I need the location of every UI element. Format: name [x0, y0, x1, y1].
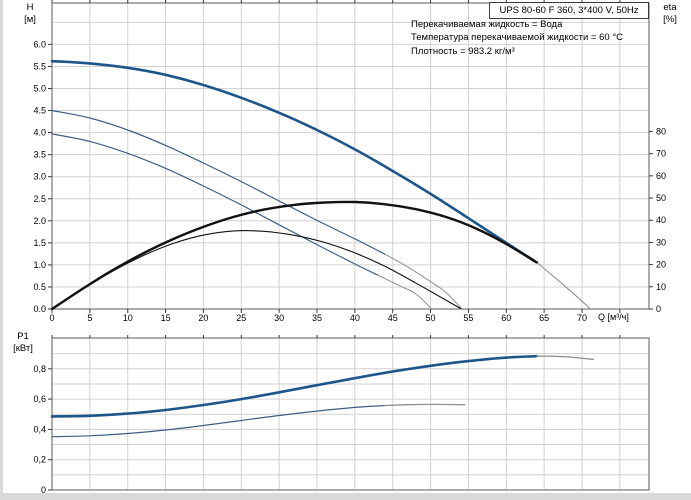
x-tick-label: 10: [123, 313, 133, 323]
P1-curve-low-extension: [384, 403, 466, 407]
y-tick-label-right: 80: [656, 126, 666, 136]
x-tick-label: 25: [236, 313, 246, 323]
eta-axis-label: eta [%]: [653, 2, 687, 26]
x-tick-label: 35: [312, 313, 322, 323]
pump-title-box: UPS 80-60 F 360, 3*400 V, 50Hz: [489, 2, 649, 19]
eta-curve-speed3: [50, 200, 538, 311]
P1-curve-speed3-extension: [535, 355, 595, 361]
p1-axis-name: P1: [17, 331, 29, 342]
y-tick-label-left: 4.5: [33, 106, 46, 116]
x-tick-label: 45: [388, 313, 398, 323]
x-tick-label: 40: [350, 313, 360, 323]
x-tick-label: 65: [539, 313, 549, 323]
y-tick-label-left: 5.0: [33, 84, 46, 94]
x-tick-label: 30: [274, 313, 284, 323]
p1-axis-label: P1 [кВт]: [6, 331, 40, 355]
y-tick-label-right: 50: [656, 193, 666, 203]
y-tick-label-left: 1.0: [33, 260, 46, 270]
y-tick-label-right: 20: [656, 260, 666, 270]
y-tick-label-left: 0,6: [33, 394, 46, 404]
y-tick-label-right: 0: [656, 304, 661, 314]
info-line-liquid: Перекачиваемая жидкость = Вода: [411, 19, 563, 30]
y-tick-label-left: 0: [41, 485, 46, 495]
H-curve-speed2: [51, 109, 386, 255]
y-tick-label-right: 60: [656, 171, 666, 181]
info-line-density: Плотность = 983.2 кг/м³: [411, 45, 515, 57]
left-edge-strip: [0, 0, 3, 500]
H-curve-speed3-extension: [536, 261, 591, 309]
plot-frame-top: [51, 2, 650, 310]
P1-curve-speed3: [50, 354, 538, 418]
y-tick-label-left: 4.0: [33, 128, 46, 138]
y-tick-label-left: 3.5: [33, 150, 46, 160]
H-curve-speed3: [50, 59, 538, 264]
H-curve-speed1: [51, 133, 379, 276]
x-tick-label: 15: [161, 313, 171, 323]
H-curve-speed1-extension: [377, 274, 432, 309]
y-tick-label-left: 6.0: [33, 39, 46, 49]
y-tick-label-left: 0,8: [33, 364, 46, 374]
y-tick-label-left: 0.5: [33, 282, 46, 292]
liquid-info-block: Перекачиваемая жидкость = Вода Температу…: [411, 18, 623, 58]
y-tick-label-left: 0,4: [33, 424, 46, 434]
q-axis-label: Q [м³/ч]: [598, 312, 629, 322]
H-curve-speed2-extension: [384, 253, 462, 309]
eta-axis-unit: [%]: [663, 14, 677, 25]
y-tick-label-left: 1.5: [33, 238, 46, 248]
y-tick-label-right: 40: [656, 215, 666, 225]
y-tick-label-left: 0,2: [33, 455, 46, 465]
x-tick-label: 60: [501, 313, 511, 323]
y-tick-label-right: 10: [656, 282, 666, 292]
x-tick-label: 20: [198, 313, 208, 323]
y-tick-label-left: 5.5: [33, 61, 46, 71]
x-tick-label: 55: [463, 313, 473, 323]
y-tick-label-left: 0.0: [33, 304, 46, 314]
P1-curve-low: [51, 404, 386, 438]
bottom-edge-strip: [0, 493, 691, 500]
eta-curve-low: [51, 230, 462, 310]
x-tick-label: 50: [426, 313, 436, 323]
x-tick-label: 70: [577, 313, 587, 323]
h-axis-label: H [м]: [16, 2, 44, 26]
x-tick-label: 5: [87, 313, 92, 323]
eta-axis-name: eta: [663, 2, 677, 13]
y-tick-label-left: 2.0: [33, 216, 46, 226]
y-tick-label-right: 70: [656, 149, 666, 159]
p1-axis-unit: [кВт]: [13, 343, 33, 354]
y-tick-label-right: 30: [656, 237, 666, 247]
x-tick-label: 0: [49, 313, 54, 323]
h-axis-unit: [м]: [24, 14, 36, 25]
h-axis-name: H: [26, 2, 34, 13]
y-tick-label-left: 3.0: [33, 172, 46, 182]
plot-frame-bottom: [51, 337, 650, 491]
info-line-temperature: Температура перекачиваемой жидкости = 60…: [411, 32, 623, 44]
y-tick-label-left: 2.5: [33, 194, 46, 204]
